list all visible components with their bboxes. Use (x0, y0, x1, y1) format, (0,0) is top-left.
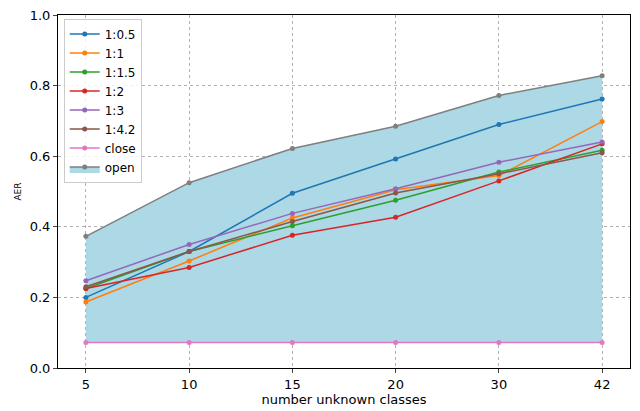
svg-text:1:4.2: 1:4.2 (105, 123, 136, 137)
svg-text:0.4: 0.4 (30, 219, 51, 234)
svg-text:15: 15 (284, 377, 301, 392)
svg-text:1.0: 1.0 (30, 8, 51, 23)
svg-text:open: open (105, 161, 135, 175)
svg-text:42: 42 (594, 377, 611, 392)
svg-text:AER: AER (13, 182, 23, 200)
svg-text:10: 10 (181, 377, 198, 392)
svg-text:0.0: 0.0 (30, 361, 51, 376)
svg-text:1:0.5: 1:0.5 (105, 28, 136, 42)
svg-text:20: 20 (387, 377, 404, 392)
svg-text:1:1.5: 1:1.5 (105, 66, 136, 80)
svg-text:0.2: 0.2 (30, 290, 51, 305)
svg-text:0.6: 0.6 (30, 149, 51, 164)
svg-text:1:1: 1:1 (105, 47, 124, 61)
svg-text:1:2: 1:2 (105, 85, 124, 99)
svg-text:1:3: 1:3 (105, 104, 124, 118)
svg-text:number unknown classes: number unknown classes (261, 392, 426, 407)
svg-text:0.8: 0.8 (30, 78, 51, 93)
svg-text:5: 5 (82, 377, 90, 392)
svg-text:close: close (105, 142, 136, 156)
svg-text:30: 30 (491, 377, 508, 392)
